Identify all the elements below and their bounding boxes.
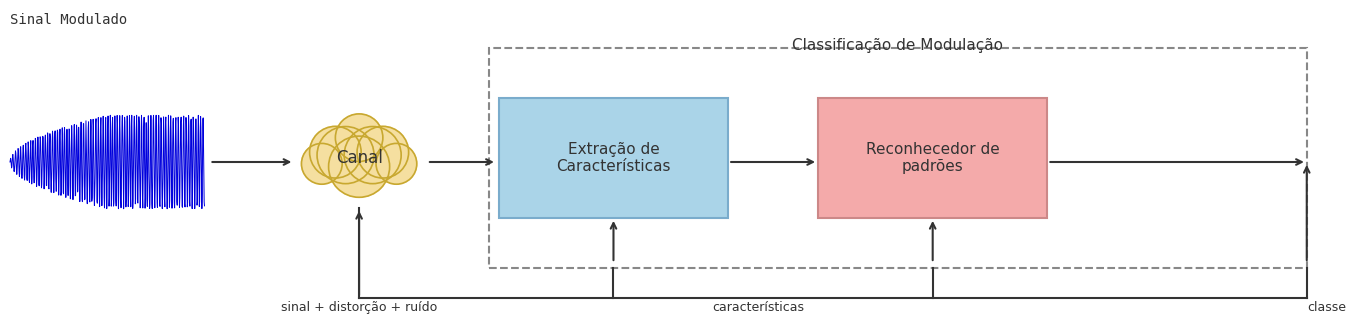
Circle shape [309,126,361,178]
Circle shape [317,127,374,184]
Circle shape [301,143,342,184]
Text: Canal: Canal [336,149,382,167]
Circle shape [376,143,416,184]
Text: classe: classe [1307,301,1345,314]
Text: Sinal Modulado: Sinal Modulado [9,13,127,27]
FancyBboxPatch shape [499,98,728,218]
Circle shape [357,126,408,178]
Text: características: características [712,301,804,314]
Text: Classificação de Modulação: Classificação de Modulação [792,38,1003,53]
Circle shape [335,114,382,162]
Text: Extração de
Características: Extração de Características [556,142,671,174]
Circle shape [344,127,401,184]
Text: sinal + distorção + ruído: sinal + distorção + ruído [281,301,437,314]
Text: Reconhecedor de
padrões: Reconhecedor de padrões [866,142,999,174]
Circle shape [328,136,389,197]
FancyBboxPatch shape [818,98,1047,218]
